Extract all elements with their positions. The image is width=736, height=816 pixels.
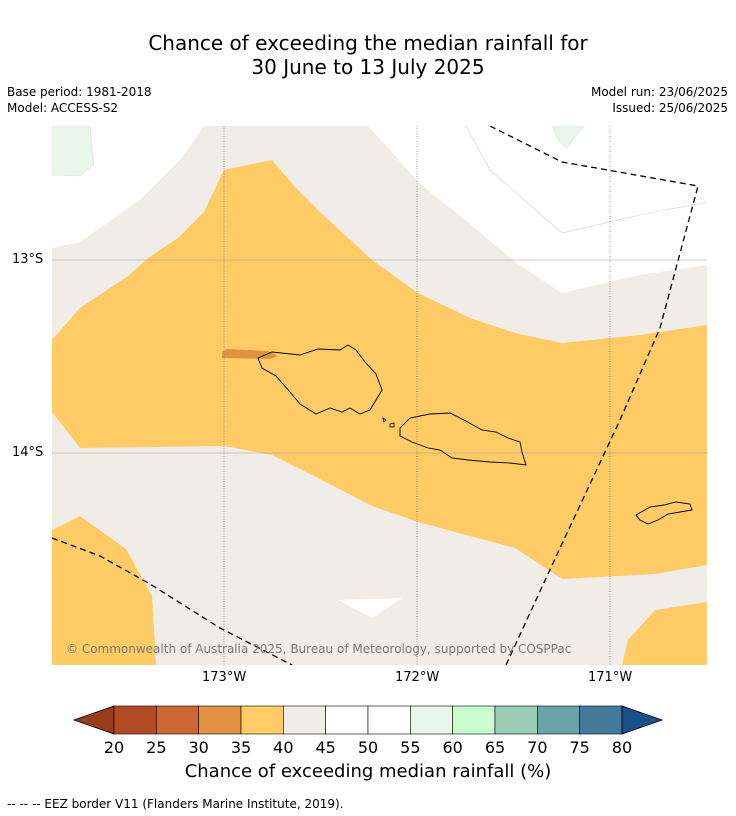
- colorbar-tick-30: 30: [188, 738, 209, 757]
- colorbar-segment-40_45: [283, 705, 326, 735]
- island-tutuila: [635, 501, 693, 525]
- colorbar-tick-70: 70: [527, 738, 548, 757]
- lon-label-172w: 172°W: [395, 670, 440, 685]
- lat-label-13s: 13°S: [12, 252, 44, 267]
- map-title-line-1: Chance of exceeding the median rainfall …: [148, 31, 588, 55]
- colorbar-tick-20: 20: [103, 738, 125, 757]
- colorbar-extend-high: [621, 705, 664, 735]
- colorbar-title: Chance of exceeding median rainfall (%): [184, 761, 552, 782]
- meta-left: Base period: 1981-2018 Model: ACCESS-S2: [7, 84, 152, 116]
- colorbar-tick-45: 45: [315, 738, 336, 757]
- white-patch-bottom: [338, 598, 402, 618]
- base-period: Base period: 1981-2018: [7, 85, 152, 99]
- colorbar-segment-60_65: [452, 705, 496, 735]
- colorbar-extend-low: [72, 705, 115, 735]
- colorbar-tick-55: 55: [400, 738, 421, 757]
- colorbar-segment-25_30: [156, 705, 199, 735]
- islet-apolima: [382, 417, 387, 423]
- band-35-40-bottom-right: [622, 602, 707, 665]
- map-area: [52, 126, 707, 665]
- colorbar-tick-50: 50: [357, 738, 379, 757]
- copyright-text: © Commonwealth of Australia 2025, Bureau…: [66, 642, 572, 656]
- colorbar: [72, 705, 664, 735]
- band-35-40-bottom-left: [52, 516, 156, 665]
- green-patch-top: [551, 126, 585, 149]
- colorbar-segment-55_60: [410, 705, 453, 735]
- model-name: Model: ACCESS-S2: [7, 101, 119, 115]
- colorbar-segment-35_40: [240, 705, 284, 735]
- band-30-35: [222, 349, 278, 359]
- eez-border: [52, 126, 699, 665]
- island-savaii: [257, 344, 383, 415]
- green-patch-top-left: [52, 126, 95, 177]
- model-run: Model run: 23/06/2025: [590, 85, 728, 99]
- meta-right: Model run: 23/06/2025 Issued: 25/06/2025: [591, 84, 728, 116]
- eez-footnote: -- -- -- EEZ border V11 (Flanders Marine…: [7, 797, 344, 811]
- map-title-line-2: 30 June to 13 July 2025: [251, 55, 485, 79]
- colorbar-segment-70_75: [537, 705, 580, 735]
- colorbar-tick-60: 60: [442, 738, 463, 757]
- island-upolu: [399, 412, 527, 466]
- islet-manono: [389, 422, 395, 428]
- colorbar-tick-40: 40: [273, 738, 294, 757]
- colorbar-tick-35: 35: [230, 738, 252, 757]
- lon-label-171w: 171°W: [588, 670, 633, 685]
- colorbar-tick-25: 25: [146, 738, 167, 757]
- lat-label-14s: 14°S: [12, 445, 44, 460]
- colorbar-segment-50_55: [367, 705, 411, 735]
- colorbar-segment-75_80: [579, 705, 623, 735]
- contour-top-right: [465, 126, 707, 234]
- colorbar-tick-80: 80: [611, 738, 633, 757]
- issued-date: Issued: 25/06/2025: [612, 101, 728, 115]
- colorbar-tick-65: 65: [484, 738, 506, 757]
- colorbar-segment-20_25: [113, 705, 157, 735]
- colorbar-tick-75: 75: [569, 738, 590, 757]
- colorbar-segment-45_50: [325, 705, 369, 735]
- band-35-40: [52, 160, 707, 579]
- lat-gridlines: [52, 259, 707, 454]
- colorbar-segment-65_70: [494, 705, 538, 735]
- lon-label-173w: 173°W: [202, 670, 247, 685]
- colorbar-segment-30_35: [198, 705, 242, 735]
